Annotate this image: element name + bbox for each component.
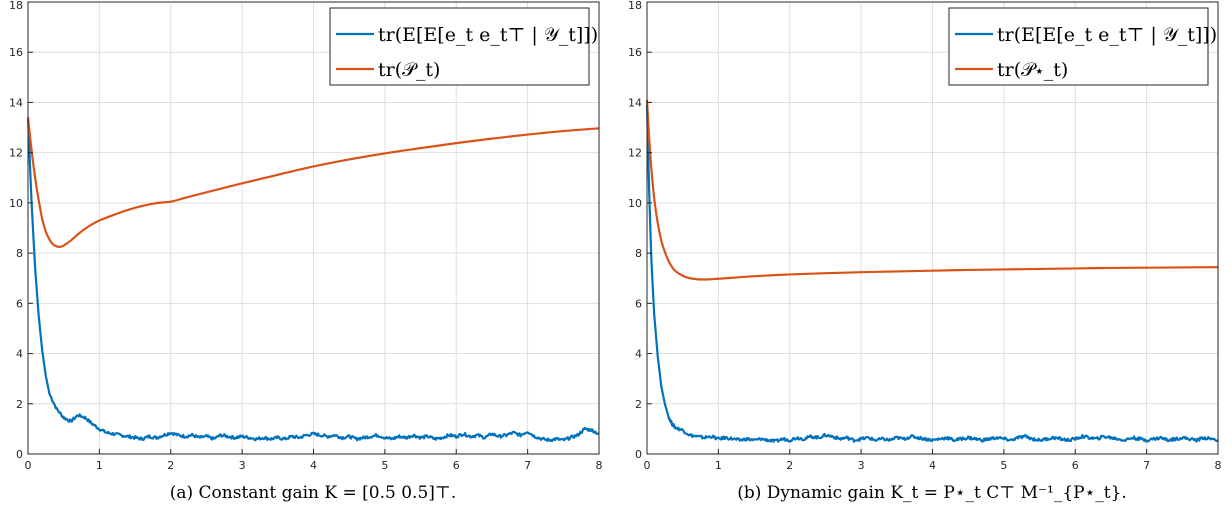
y-tick-label: 10 <box>9 197 23 210</box>
series-line-a-measured <box>26 117 600 443</box>
legend-b: tr(E[E[e_t e_t⊤ | 𝒴_t]]) tr(𝒫⋆_t) <box>948 7 1217 86</box>
x-ticks-a: 0 1 2 3 4 5 6 7 8 <box>25 449 603 472</box>
legend-label-a-measured: tr(E[E[e_t e_t⊤ | 𝒴_t]]) <box>378 24 598 46</box>
y-tick-label: 8 <box>635 247 642 260</box>
caption-a: (a) Constant gain K = [0.5 0.5]⊤. <box>170 483 457 503</box>
series-a <box>26 117 600 443</box>
legend-box-a <box>329 7 590 86</box>
y-tick-label: 0 <box>16 448 23 461</box>
y-tick-label: 4 <box>635 348 642 361</box>
legend-label-a-bound: tr(𝒫_t) <box>378 59 440 81</box>
series-line-b-measured <box>645 104 1219 443</box>
x-tick-label: 8 <box>596 459 603 472</box>
x-tick-label: 0 <box>25 459 32 472</box>
y-tick-label: 16 <box>628 46 642 59</box>
y-tick-label: 14 <box>628 96 642 109</box>
x-tick-label: 1 <box>96 459 103 472</box>
x-tick-label: 3 <box>239 459 246 472</box>
y-tick-label: 12 <box>628 147 642 160</box>
x-tick-label: 3 <box>858 459 865 472</box>
y-tick-label: 6 <box>635 297 642 310</box>
x-tick-label: 2 <box>167 459 174 472</box>
y-ticks-a: 0 2 4 6 8 10 12 14 16 18 <box>9 0 33 461</box>
legend-label-b-bound: tr(𝒫⋆_t) <box>997 59 1068 81</box>
series-line-b-bound <box>645 99 1219 281</box>
y-tick-label: 2 <box>16 398 23 411</box>
x-tick-label: 1 <box>715 459 722 472</box>
y-tick-label: 16 <box>9 46 23 59</box>
legend-label-b-measured: tr(E[E[e_t e_t⊤ | 𝒴_t]]) <box>997 24 1217 46</box>
x-tick-label: 4 <box>310 459 317 472</box>
x-tick-label: 7 <box>1143 459 1150 472</box>
legend-a: tr(E[E[e_t e_t⊤ | 𝒴_t]]) tr(𝒫_t) <box>329 7 598 86</box>
x-tick-label: 6 <box>453 459 460 472</box>
y-ticks-b: 0 2 4 6 8 10 12 14 16 18 <box>628 0 652 461</box>
legend-box-b <box>948 7 1209 86</box>
caption-b: (b) Dynamic gain K_t = P⋆_t C⊤ M⁻¹_{P⋆_t… <box>737 483 1127 503</box>
y-tick-label: 18 <box>628 0 642 12</box>
x-tick-label: 0 <box>644 459 651 472</box>
y-tick-label: 8 <box>16 247 23 260</box>
gridlines-b <box>646 1 1219 455</box>
x-tick-label: 5 <box>1000 459 1007 472</box>
y-tick-label: 12 <box>9 147 23 160</box>
y-tick-label: 2 <box>635 398 642 411</box>
x-tick-label: 8 <box>1215 459 1222 472</box>
y-tick-label: 18 <box>9 0 23 12</box>
x-tick-label: 4 <box>929 459 936 472</box>
series-b <box>645 99 1219 443</box>
y-tick-label: 6 <box>16 297 23 310</box>
y-tick-label: 14 <box>9 96 23 109</box>
x-tick-label: 6 <box>1072 459 1079 472</box>
y-tick-label: 0 <box>635 448 642 461</box>
y-tick-label: 10 <box>628 197 642 210</box>
series-line-a-bound <box>26 117 600 248</box>
x-ticks-b: 0 1 2 3 4 5 6 7 8 <box>644 449 1222 472</box>
x-tick-label: 7 <box>524 459 531 472</box>
y-tick-label: 4 <box>16 348 23 361</box>
x-tick-label: 5 <box>381 459 388 472</box>
x-tick-label: 2 <box>786 459 793 472</box>
